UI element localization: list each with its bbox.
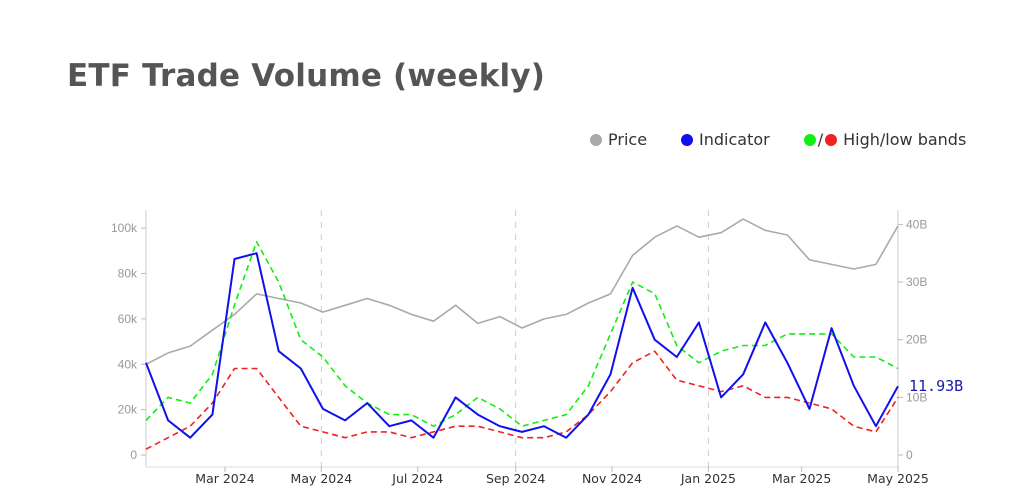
legend-label-price: Price bbox=[608, 130, 648, 149]
indicator-series-line bbox=[145, 252, 899, 439]
y-left-tick-label: 80k bbox=[118, 267, 138, 281]
price-legend-marker bbox=[590, 133, 602, 146]
low-band-legend-marker bbox=[825, 133, 838, 146]
x-tick-label: May 2024 bbox=[291, 471, 353, 486]
chart-title: ETF Trade Volume (weekly) bbox=[67, 58, 546, 94]
x-tick-label: Mar 2024 bbox=[195, 471, 254, 486]
y-left-tick-label: 20k bbox=[118, 403, 138, 417]
legend-label-bands: High/low bands bbox=[843, 130, 967, 149]
x-tick-label: Mar 2025 bbox=[772, 471, 831, 486]
x-tick-label: Jan 2025 bbox=[680, 471, 736, 486]
legend-separator: / bbox=[817, 130, 824, 149]
y-right-tick-label: 40B bbox=[906, 217, 927, 231]
last-value-label: 11.93B bbox=[909, 377, 963, 395]
y-left-tick-label: 100k bbox=[111, 221, 138, 235]
y-right-tick-label: 10B bbox=[906, 390, 927, 404]
high-band-series-line bbox=[145, 240, 899, 428]
low-band-series-line bbox=[145, 350, 899, 450]
x-tick-label: Sep 2024 bbox=[486, 471, 545, 486]
chart-legend: Price Indicator / High/low bands bbox=[590, 130, 966, 149]
y-left-tick-label: 60k bbox=[118, 312, 138, 326]
indicator-legend-marker bbox=[681, 133, 694, 146]
price-series-line bbox=[145, 218, 899, 366]
y-right-tick-label: 30B bbox=[906, 275, 927, 289]
y-left-tick-label: 0 bbox=[130, 448, 137, 462]
legend-item-bands[interactable]: / High/low bands bbox=[803, 130, 967, 149]
legend-label-indicator: Indicator bbox=[699, 130, 770, 149]
x-tick-label: Nov 2024 bbox=[582, 471, 642, 486]
high-band-legend-marker bbox=[803, 133, 816, 146]
y-right-tick-label: 0 bbox=[906, 448, 913, 462]
legend-item-indicator[interactable]: Indicator bbox=[681, 130, 770, 149]
legend-item-price[interactable]: Price bbox=[590, 130, 647, 149]
x-tick-label: Jul 2024 bbox=[391, 471, 443, 486]
x-tick-label: May 2025 bbox=[867, 471, 929, 486]
y-right-tick-label: 20B bbox=[906, 333, 927, 347]
y-left-tick-label: 40k bbox=[118, 357, 138, 371]
